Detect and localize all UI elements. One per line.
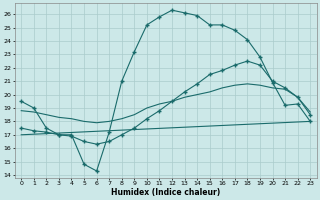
X-axis label: Humidex (Indice chaleur): Humidex (Indice chaleur) [111,188,220,197]
